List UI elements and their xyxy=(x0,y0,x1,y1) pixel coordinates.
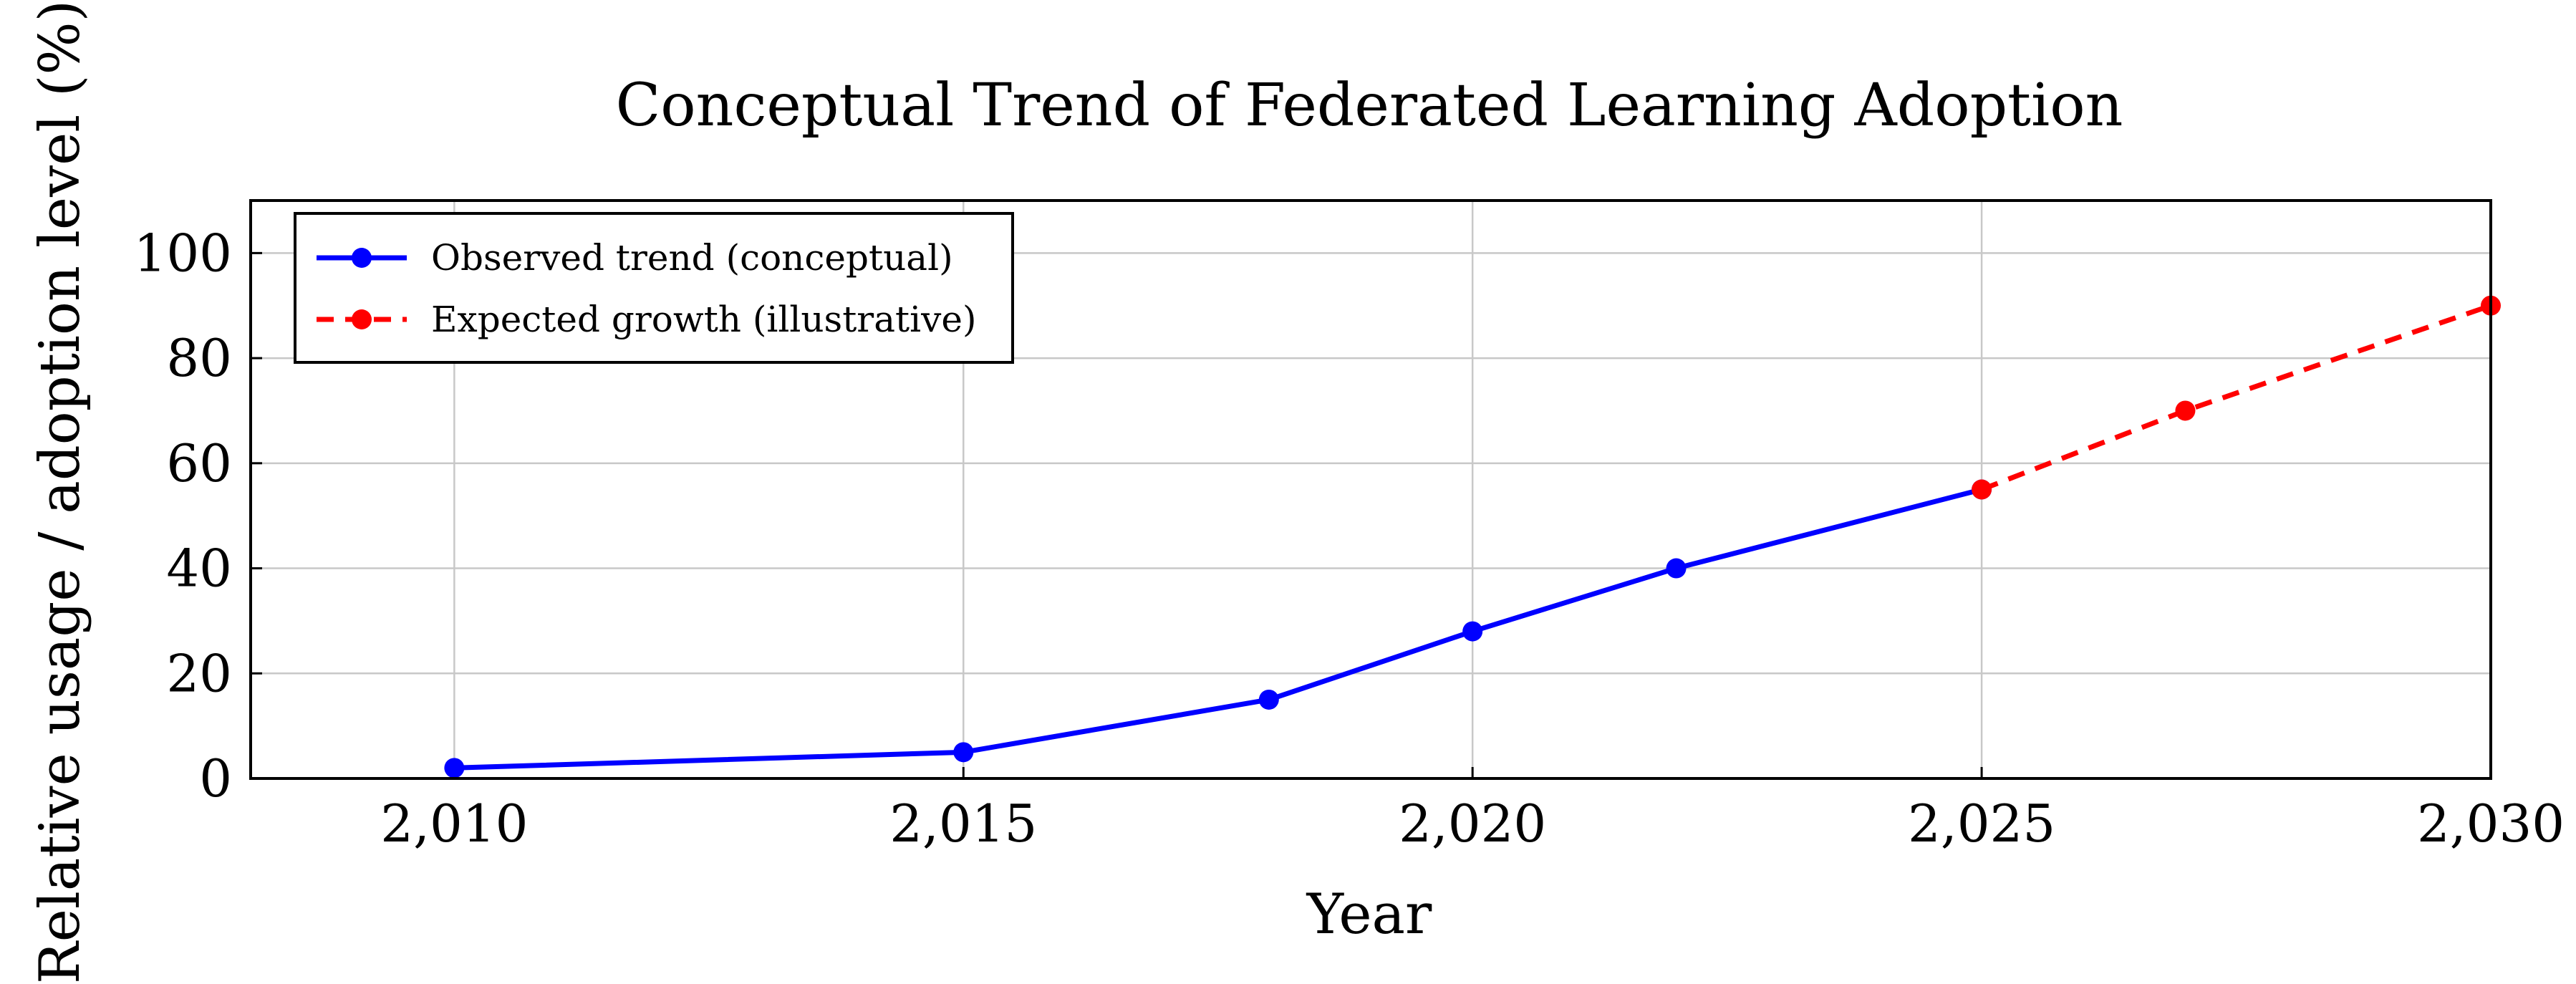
legend-marker xyxy=(352,248,372,268)
plot-frame xyxy=(249,199,2492,780)
legend: Observed trend (conceptual) Expected grow… xyxy=(294,212,1014,364)
data-point xyxy=(1666,558,1687,579)
y-tick-label: 80 xyxy=(166,328,232,388)
data-point xyxy=(2175,400,2196,421)
legend-box xyxy=(294,212,1014,364)
y-tick-label: 60 xyxy=(166,433,232,493)
data-point xyxy=(444,758,465,778)
data-point xyxy=(1258,689,1279,710)
chart-title: Conceptual Trend of Federated Learning A… xyxy=(616,72,2123,140)
series-2 xyxy=(1972,295,2501,500)
axis-ticks: 2,010 2,015 2,020 2,025 2,030 0 20 40 60 80 100 xyxy=(134,223,2565,854)
y-tick-label: 20 xyxy=(166,643,232,703)
x-tick-label: 2,010 xyxy=(380,794,528,854)
legend-entry: Observed trend (conceptual) xyxy=(317,237,953,279)
y-tick-label: 40 xyxy=(166,539,232,599)
x-tick-label: 2,020 xyxy=(1399,794,1546,854)
series-1 xyxy=(444,479,1992,778)
legend-entry: Expected growth (illustrative) xyxy=(317,299,976,340)
legend-marker xyxy=(352,309,372,329)
y-tick-label: 100 xyxy=(134,223,232,283)
legend-label: Expected growth (illustrative) xyxy=(431,299,976,340)
x-tick-label: 2,015 xyxy=(889,794,1037,854)
series-line xyxy=(454,487,1982,771)
y-tick-label: 0 xyxy=(199,748,232,809)
x-tick-label: 2,030 xyxy=(2417,794,2565,854)
x-tick-label: 2,025 xyxy=(1908,794,2055,854)
data-point xyxy=(1972,479,1992,500)
series-line xyxy=(1980,303,2492,492)
y-axis-label: Relative usage / adoption level (%) xyxy=(28,0,92,984)
x-axis-label: Year xyxy=(1306,882,1432,947)
data-point xyxy=(953,742,974,763)
legend-label: Observed trend (conceptual) xyxy=(431,237,953,279)
data-point xyxy=(1462,621,1483,642)
